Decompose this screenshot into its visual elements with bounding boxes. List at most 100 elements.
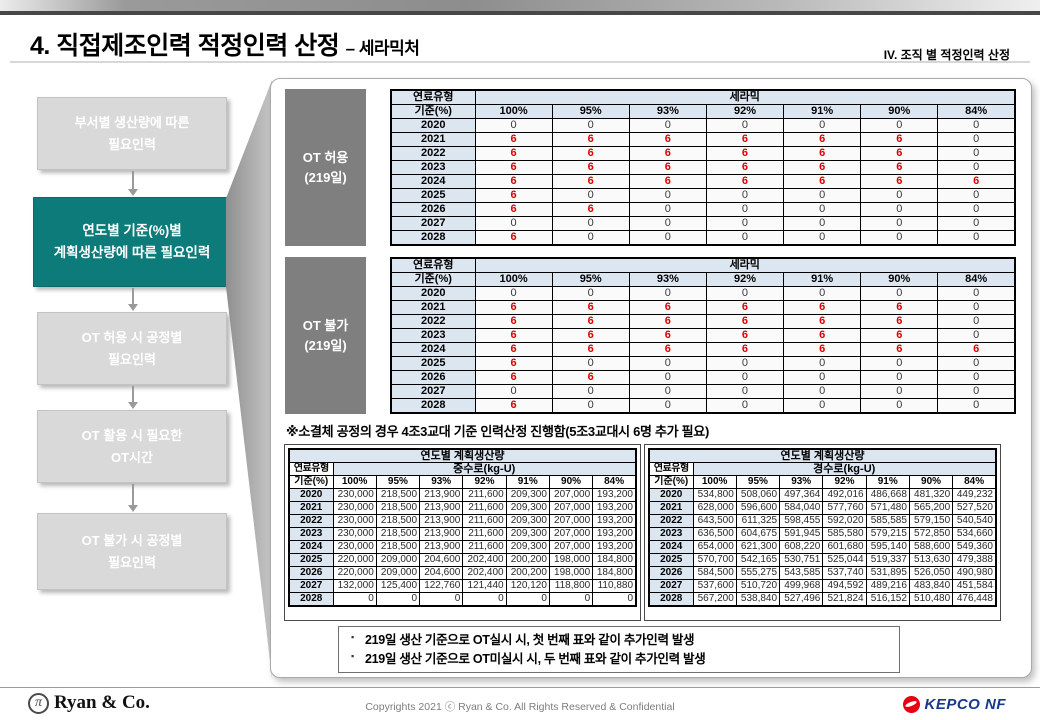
value-cell: 132,000: [332, 579, 377, 593]
detail-panel: OT 허용 (219일) 연료유형 세라믹 기준(%) 100% 95% 93% 92…: [270, 78, 1032, 678]
value-cell: 0: [705, 398, 785, 414]
table-header-row: 기준(%) 100% 95% 93% 92% 91% 90% 84%: [648, 475, 997, 489]
column-header-cell: 91%: [865, 475, 910, 489]
value-cell: 6: [783, 174, 862, 189]
value-cell: 0: [628, 202, 707, 217]
value-cell: 0: [783, 216, 862, 231]
flow-step-label: OT 허용 시 공정별: [81, 330, 183, 346]
value-cell: 6: [783, 300, 862, 315]
table-row: 2026 6 6 0 0 0 0 0: [390, 202, 1016, 217]
value-cell: 209,000: [375, 553, 421, 567]
year-cell: 2028: [390, 398, 476, 414]
table-row: 2027 537,600 510,720 499,968 494,592 489,216 4…: [648, 579, 997, 593]
flow-step-ot-allowed: OT 허용 시 공정별 필요인력: [37, 312, 227, 385]
value-cell: 125,400: [375, 579, 421, 593]
value-cell: 218,500: [375, 488, 421, 502]
value-cell: 202,400: [462, 566, 507, 580]
value-cell: 0: [860, 356, 939, 371]
year-cell: 2026: [390, 202, 476, 217]
year-cell: 2026: [390, 370, 476, 385]
value-cell: 492,016: [822, 488, 867, 502]
value-cell: 230,000: [332, 501, 377, 515]
year-cell: 2022: [288, 514, 334, 528]
table-row: 2021 230,000 218,500 213,900 211,600 209,300 2…: [288, 501, 637, 515]
value-cell: 527,496: [779, 592, 824, 607]
value-cell: 577,760: [822, 501, 867, 515]
flow-arrow-icon: [127, 386, 139, 409]
value-cell: 200,200: [505, 566, 550, 580]
value-cell: 0: [628, 384, 707, 399]
column-header-cell: 91%: [783, 104, 862, 119]
value-cell: 193,200: [592, 501, 637, 515]
value-cell: 6: [705, 174, 785, 189]
value-cell: 534,660: [952, 527, 997, 541]
value-cell: 6: [705, 314, 785, 329]
flow-step-yearly-basis-active: 연도별 기준(%)별 계획생산량에 따른 필요인력: [33, 197, 231, 287]
table-header-row: 연료유형 중수로(kg-U): [288, 462, 637, 476]
value-cell: 0: [551, 216, 630, 231]
value-cell: 209,300: [505, 488, 550, 502]
table-header-row: 연료유형 경수로(kg-U): [648, 462, 997, 476]
flow-arrow-icon: [127, 171, 139, 196]
column-header-cell: 95%: [375, 475, 421, 489]
value-cell: 110,880: [592, 579, 637, 593]
value-cell: 6: [705, 342, 785, 357]
value-cell: 6: [860, 132, 939, 147]
year-cell: 2024: [648, 540, 694, 554]
value-cell: 585,580: [822, 527, 867, 541]
value-cell: 207,000: [548, 501, 594, 515]
value-cell: 0: [474, 286, 553, 301]
year-cell: 2027: [648, 579, 694, 593]
value-cell: 0: [551, 356, 630, 371]
value-cell: 608,220: [779, 540, 824, 554]
flow-step-label: 필요인력: [108, 351, 156, 367]
value-cell: 6: [860, 328, 939, 343]
year-cell: 2026: [288, 566, 334, 580]
year-cell: 2024: [390, 174, 476, 189]
value-cell: 193,200: [592, 514, 637, 528]
flow-step-label: OT시간: [111, 449, 153, 465]
column-header-cell: 91%: [783, 272, 862, 287]
year-cell: 2027: [390, 216, 476, 231]
table-header-row: 기준(%) 100% 95% 93% 92% 91% 90% 84%: [390, 272, 1016, 287]
table-row: 2024 6 6 6 6 6 6 6: [390, 174, 1016, 189]
year-cell: 2026: [648, 566, 694, 580]
value-cell: 0: [783, 188, 862, 203]
value-cell: 213,900: [419, 501, 464, 515]
value-cell: 0: [783, 398, 862, 414]
value-cell: 0: [937, 216, 1016, 231]
value-cell: 604,675: [735, 527, 781, 541]
value-cell: 193,200: [592, 488, 637, 502]
table-title-cell: 연도별 계획생산량: [648, 448, 997, 463]
value-cell: 6: [551, 314, 630, 329]
table-row: 2020 0 0 0 0 0 0 0: [390, 286, 1016, 301]
table-row: 2021 6 6 6 6 6 6 0: [390, 300, 1016, 315]
value-cell: 6: [705, 146, 785, 161]
page-title-main: 4. 직접제조인력 적정인력 산정: [30, 32, 340, 60]
table-row: 2027 0 0 0 0 0 0 0: [390, 384, 1016, 399]
value-cell: 6: [783, 328, 862, 343]
value-cell: 538,840: [735, 592, 781, 607]
value-cell: 579,215: [865, 527, 910, 541]
value-cell: 0: [937, 384, 1016, 399]
value-cell: 204,600: [419, 553, 464, 567]
year-cell: 2028: [648, 592, 694, 607]
value-cell: 218,500: [375, 514, 421, 528]
page-title: 4. 직접제조인력 적정인력 산정 – 세라믹처: [30, 26, 420, 62]
heavy-water-production-box: 연도별 계획생산량 연료유형 중수로(kg-U) 기준(%) 100% 95% 93…: [284, 444, 641, 621]
table-row: 2025 570,700 542,165 530,751 525,044 519,337 5…: [648, 553, 997, 567]
value-cell: 0: [937, 300, 1016, 315]
value-cell: 6: [860, 314, 939, 329]
value-cell: 0: [860, 188, 939, 203]
value-cell: 121,440: [462, 579, 507, 593]
value-cell: 519,337: [865, 553, 910, 567]
table-row: 2024 654,000 621,300 608,220 601,680 595,140 5…: [648, 540, 997, 554]
fuel-type-label-cell: 연료유형: [390, 257, 476, 273]
value-cell: 218,500: [375, 527, 421, 541]
value-cell: 6: [783, 160, 862, 175]
value-cell: 0: [628, 356, 707, 371]
value-cell: 193,200: [592, 540, 637, 554]
value-cell: 0: [937, 188, 1016, 203]
value-cell: 537,600: [692, 579, 737, 593]
flow-step-production-by-dept: 부서별 생산량에 따른 필요인력: [37, 97, 227, 170]
